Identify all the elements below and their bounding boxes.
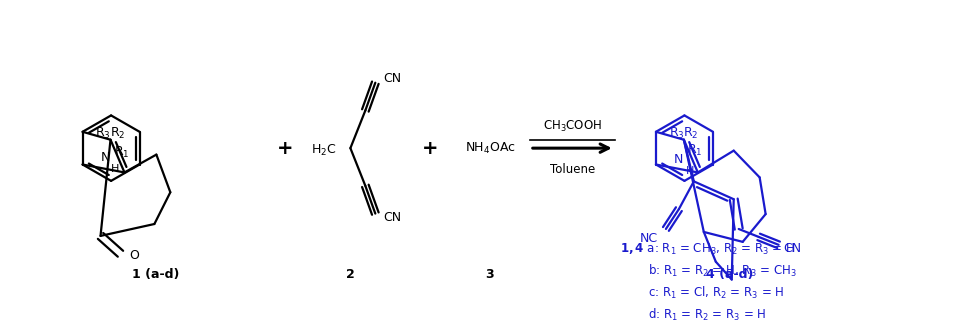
Text: N: N — [101, 151, 111, 164]
Text: NC: NC — [640, 232, 657, 245]
Text: b: R$_1$ = R$_2$ = H, R$_3$ = CH$_3$: b: R$_1$ = R$_2$ = H, R$_3$ = CH$_3$ — [646, 263, 795, 279]
Text: R$_1$: R$_1$ — [113, 145, 129, 160]
Text: 1 (a-d): 1 (a-d) — [132, 268, 179, 281]
Text: c: R$_1$ = Cl, R$_2$ = R$_3$ = H: c: R$_1$ = Cl, R$_2$ = R$_3$ = H — [646, 285, 783, 301]
Text: H: H — [685, 166, 693, 176]
Text: 3: 3 — [485, 268, 494, 281]
Text: CN: CN — [782, 242, 801, 255]
Text: Toluene: Toluene — [549, 163, 595, 177]
Text: CH$_3$COOH: CH$_3$COOH — [542, 119, 601, 134]
Text: N: N — [674, 153, 683, 166]
Text: CN: CN — [383, 72, 401, 85]
Text: $\mathbf{1,4}$ a: R$_1$ = CH$_3$, R$_2$ = R$_3$ = H: $\mathbf{1,4}$ a: R$_1$ = CH$_3$, R$_2$ … — [619, 242, 794, 257]
Text: O: O — [129, 249, 139, 262]
Text: 4 (a-d): 4 (a-d) — [705, 268, 752, 281]
Text: R$_1$: R$_1$ — [687, 143, 702, 158]
Text: +: + — [277, 139, 293, 158]
Text: 2: 2 — [345, 268, 354, 281]
Text: R$_2$: R$_2$ — [683, 126, 698, 141]
Text: NH$_4$OAc: NH$_4$OAc — [465, 140, 514, 156]
Text: CN: CN — [383, 211, 401, 224]
Text: R$_3$: R$_3$ — [668, 126, 684, 141]
Text: R$_3$: R$_3$ — [95, 126, 111, 141]
Text: H: H — [111, 164, 119, 175]
Text: +: + — [422, 139, 438, 158]
Text: H$_2$C: H$_2$C — [311, 142, 336, 158]
Text: R$_2$: R$_2$ — [110, 126, 125, 141]
Text: d: R$_1$ = R$_2$ = R$_3$ = H: d: R$_1$ = R$_2$ = R$_3$ = H — [646, 307, 765, 323]
